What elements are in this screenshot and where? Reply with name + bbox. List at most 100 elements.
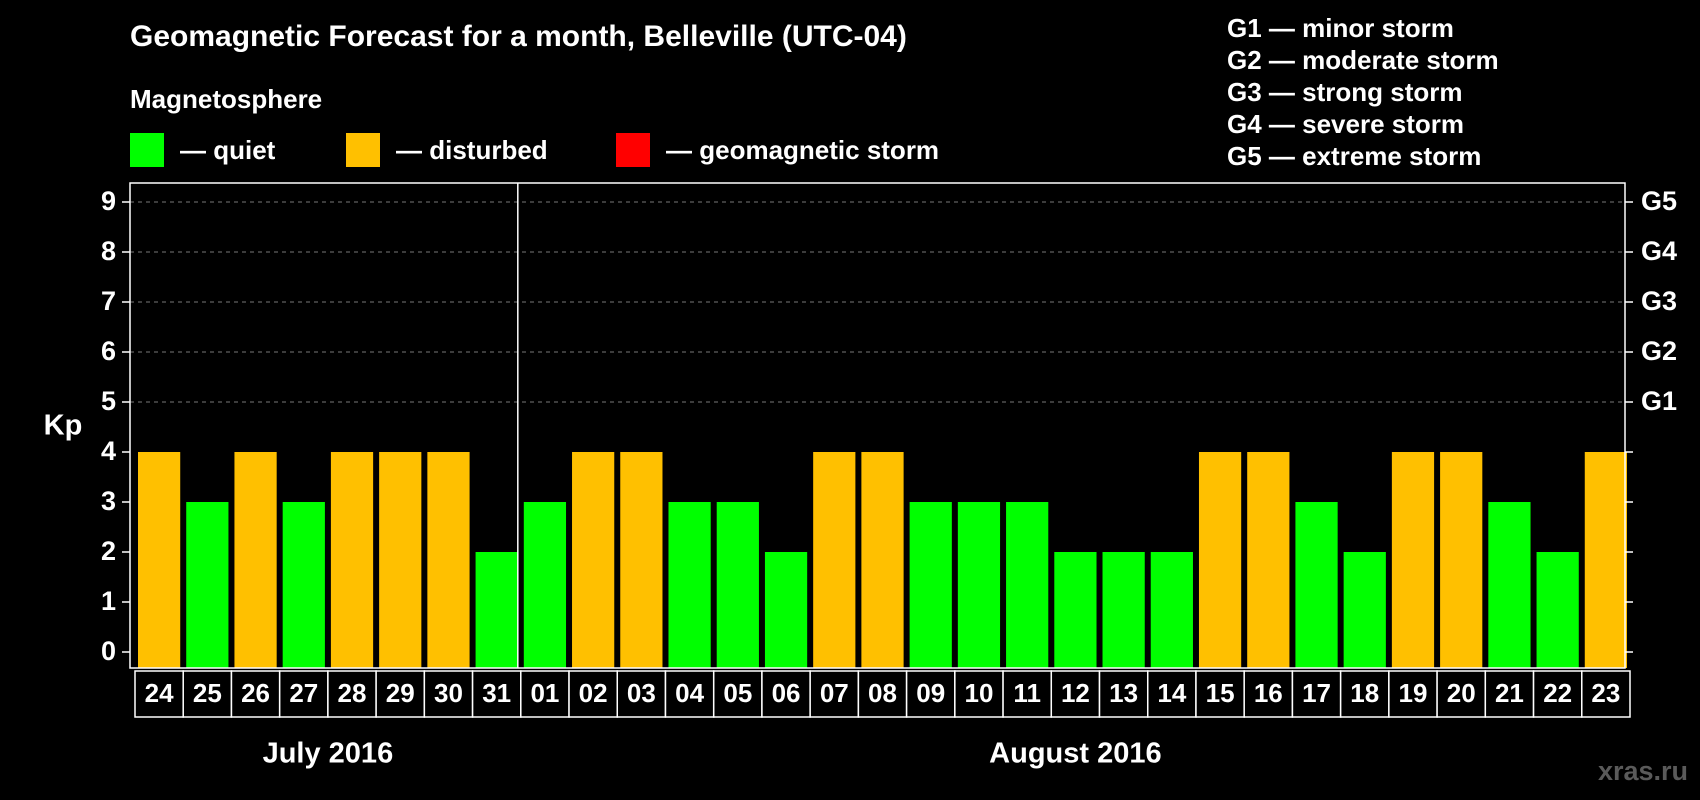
- bar: [1295, 502, 1338, 668]
- g-axis-label: G3: [1641, 286, 1677, 316]
- bar: [1102, 552, 1145, 668]
- x-tick-label: 28: [338, 678, 367, 708]
- bar: [1488, 502, 1531, 668]
- legend-item-quiet: — quiet: [130, 133, 275, 167]
- bar: [1150, 552, 1193, 668]
- y-tick-label: 3: [101, 486, 116, 516]
- y-tick-label: 1: [101, 586, 116, 616]
- legend-label-quiet: — quiet: [180, 134, 276, 165]
- date-cell: [809, 670, 860, 718]
- date-cell: [1098, 670, 1149, 718]
- date-cell: [1388, 670, 1438, 718]
- x-tick-label: 17: [1302, 678, 1331, 708]
- y-axis-label: Kp: [44, 410, 83, 442]
- bar: [1391, 452, 1435, 668]
- legend-item-disturbed: — disturbed: [346, 133, 548, 167]
- x-tick-label: 09: [916, 678, 945, 708]
- bar: [1054, 552, 1097, 668]
- bar: [138, 452, 181, 668]
- x-tick-label: 20: [1447, 678, 1476, 708]
- x-tick-label: 31: [482, 678, 511, 708]
- bar: [1343, 552, 1386, 668]
- legend-swatch-quiet: [130, 133, 164, 167]
- bar: [957, 502, 1001, 668]
- x-tick-label: 30: [434, 678, 463, 708]
- bar: [186, 502, 229, 668]
- legend-item-storm: — geomagnetic storm: [616, 133, 939, 167]
- x-tick-label: 13: [1109, 678, 1138, 708]
- bar: [523, 502, 567, 668]
- date-cell: [471, 670, 522, 718]
- date-cell: [1195, 670, 1245, 718]
- bar: [475, 552, 518, 668]
- date-cell: [568, 670, 619, 718]
- x-tick-label: 14: [1157, 678, 1186, 708]
- y-tick-label: 2: [101, 536, 116, 566]
- x-tick-label: 03: [627, 678, 656, 708]
- bar: [1440, 452, 1483, 668]
- bar: [813, 452, 856, 668]
- bar: [1198, 452, 1242, 668]
- bar: [1584, 452, 1627, 668]
- x-tick-label: 29: [386, 678, 415, 708]
- x-tick-label: 27: [289, 678, 318, 708]
- x-tick-label: 21: [1495, 678, 1524, 708]
- x-tick-label: 19: [1399, 678, 1428, 708]
- date-cell: [1484, 670, 1535, 718]
- bar: [668, 502, 711, 668]
- bar: [1247, 452, 1290, 668]
- g-axis-label: G4: [1641, 236, 1677, 266]
- bar: [909, 502, 952, 668]
- date-cell: [278, 670, 329, 718]
- bar: [282, 502, 325, 668]
- x-tick-label: 07: [820, 678, 849, 708]
- g-axis-label: G2: [1641, 336, 1677, 366]
- y-tick-label: 0: [101, 636, 116, 666]
- g-scale-legend: G1 — minor storm G2 — moderate storm G3 …: [1227, 12, 1499, 172]
- date-cell: [712, 670, 763, 718]
- bar: [330, 452, 374, 668]
- g-axis-label: G1: [1641, 386, 1677, 416]
- g-scale-item: G2 — moderate storm: [1227, 45, 1499, 75]
- g-scale-item: G5 — extreme storm: [1227, 141, 1482, 171]
- date-cell: [1532, 670, 1583, 718]
- plot-frame: [129, 182, 1626, 669]
- bar: [620, 452, 663, 668]
- x-tick-label: 23: [1591, 678, 1620, 708]
- bar: [716, 502, 759, 668]
- bar: [1536, 552, 1579, 668]
- month-label: August 2016: [989, 738, 1161, 770]
- x-tick-label: 11: [1013, 678, 1041, 708]
- x-tick-label: 15: [1206, 678, 1235, 708]
- date-cell: [1436, 670, 1487, 718]
- watermark: xras.ru: [1597, 756, 1688, 786]
- legend-swatch-storm: [616, 133, 650, 167]
- date-cell: [327, 670, 377, 718]
- x-tick-label: 24: [145, 678, 174, 708]
- x-tick-label: 02: [579, 678, 608, 708]
- bar: [572, 452, 615, 668]
- x-tick-label: 26: [241, 678, 270, 708]
- x-tick-label: 06: [772, 678, 801, 708]
- date-cell: [857, 670, 908, 718]
- x-tick-label: 16: [1254, 678, 1283, 708]
- x-tick-label: 12: [1061, 678, 1090, 708]
- date-cell: [1243, 670, 1294, 718]
- date-cell: [1146, 670, 1197, 718]
- legend-title: Magnetosphere: [130, 84, 323, 114]
- date-cell: [616, 670, 667, 718]
- x-tick-label: 10: [964, 678, 993, 708]
- bar: [764, 552, 808, 668]
- legend-label-disturbed: — disturbed: [396, 134, 548, 165]
- g-scale-item: G4 — severe storm: [1227, 109, 1465, 139]
- g-scale-item: G3 — strong storm: [1227, 77, 1463, 107]
- x-tick-label: 18: [1350, 678, 1379, 708]
- bar: [234, 452, 277, 668]
- y-tick-label: 4: [101, 436, 116, 466]
- date-cell: [1581, 670, 1631, 718]
- legend-label-storm: — geomagnetic storm: [666, 134, 940, 165]
- bar: [1006, 502, 1049, 668]
- bar: [427, 452, 470, 668]
- x-tick-label: 05: [723, 678, 752, 708]
